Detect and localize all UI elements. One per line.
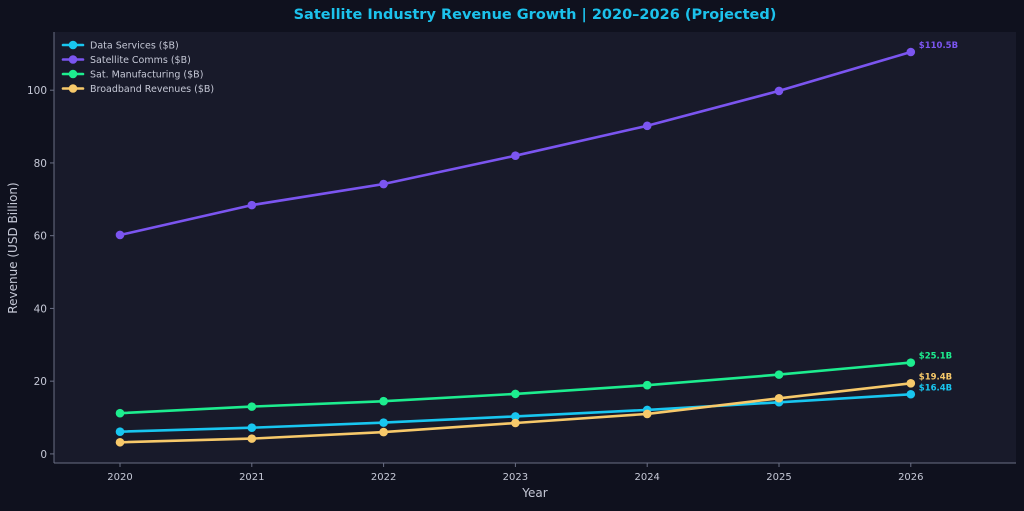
data-point bbox=[906, 47, 916, 57]
series-3 bbox=[115, 358, 916, 418]
data-point bbox=[511, 151, 520, 160]
data-point bbox=[247, 423, 257, 433]
data-point bbox=[906, 379, 916, 388]
data-point bbox=[379, 427, 388, 437]
data-label: $25.1B bbox=[919, 352, 952, 362]
data-point bbox=[379, 396, 388, 406]
data-point bbox=[774, 86, 784, 96]
series-layer bbox=[115, 47, 916, 447]
series-4 bbox=[115, 379, 916, 447]
x-tick-label: 2024 bbox=[634, 472, 659, 483]
data-point bbox=[511, 389, 520, 399]
y-tick-label: 60 bbox=[34, 231, 47, 243]
axes: 0 20 40 60 80 100 2020 2021 2022 2023 2024 2025 2026 bbox=[27, 32, 1016, 483]
y-axis-label: Revenue (USD Billion) bbox=[6, 182, 20, 313]
data-point bbox=[115, 427, 125, 437]
x-tick-label: 2026 bbox=[898, 472, 923, 483]
data-point bbox=[247, 200, 257, 210]
x-tick-label: 2022 bbox=[371, 472, 396, 483]
y-tick-label: 20 bbox=[34, 376, 47, 388]
end-labels: $16.4B $110.5B $25.1B $19.4B bbox=[919, 41, 958, 393]
data-point bbox=[247, 402, 257, 411]
data-point bbox=[642, 380, 652, 390]
x-tick-label: 2021 bbox=[239, 472, 264, 483]
legend-label: Broadband Revenues ($B) bbox=[90, 84, 214, 95]
legend-item: Data Services ($B) bbox=[61, 40, 179, 52]
legend-item: Broadband Revenues ($B) bbox=[61, 84, 214, 95]
y-tick-label: 80 bbox=[34, 158, 47, 170]
x-tick-label: 2020 bbox=[107, 472, 132, 483]
legend-swatch-marker bbox=[68, 55, 78, 64]
data-point bbox=[115, 230, 125, 240]
legend-item: Sat. Manufacturing ($B) bbox=[61, 69, 203, 81]
legend-item: Satellite Comms ($B) bbox=[61, 55, 191, 66]
x-axis-label: Year bbox=[521, 486, 547, 500]
data-point bbox=[379, 418, 388, 427]
x-tick-label: 2025 bbox=[766, 472, 791, 483]
data-point bbox=[511, 418, 520, 428]
data-label: $19.4B bbox=[919, 372, 952, 382]
data-point bbox=[642, 121, 652, 131]
legend-label: Sat. Manufacturing ($B) bbox=[90, 70, 203, 81]
legend-swatch-marker bbox=[68, 84, 78, 93]
data-point bbox=[379, 179, 388, 189]
chart-title: Satellite Industry Revenue Growth | 2020… bbox=[294, 7, 777, 23]
legend-label: Data Services ($B) bbox=[90, 41, 179, 52]
plot-area bbox=[54, 32, 1016, 463]
data-point bbox=[774, 370, 784, 379]
data-label: $16.4B bbox=[919, 383, 952, 393]
y-tick-label: 100 bbox=[27, 85, 47, 97]
data-point bbox=[247, 434, 257, 443]
x-tick-label: 2023 bbox=[503, 472, 528, 483]
legend: Data Services ($B) Satellite Comms ($B) Sa… bbox=[61, 40, 214, 95]
data-point bbox=[906, 358, 916, 367]
y-tick-label: 40 bbox=[34, 303, 47, 315]
data-label: $110.5B bbox=[919, 41, 958, 51]
y-tick-label: 0 bbox=[40, 449, 47, 461]
data-point bbox=[115, 408, 125, 418]
data-point bbox=[511, 412, 520, 421]
data-point bbox=[115, 437, 125, 447]
data-point bbox=[906, 389, 916, 399]
legend-swatch-marker bbox=[68, 69, 78, 79]
series-2 bbox=[115, 47, 916, 240]
legend-label: Satellite Comms ($B) bbox=[90, 55, 191, 66]
legend-swatch-marker bbox=[68, 40, 78, 50]
data-point bbox=[642, 409, 652, 419]
data-point bbox=[774, 393, 784, 403]
